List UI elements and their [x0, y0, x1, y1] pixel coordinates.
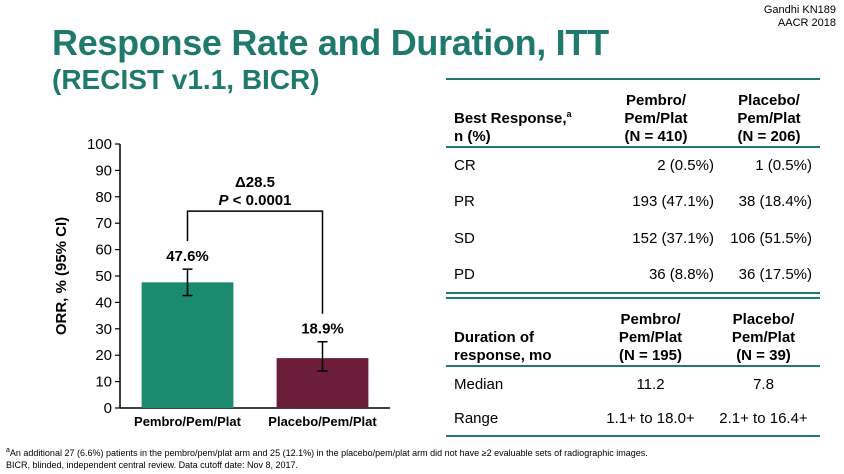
- y-tick-label: 90: [95, 162, 112, 179]
- placebo-value: 106 (51.5%): [730, 229, 812, 247]
- header-duration: Duration of response, mo: [454, 329, 552, 364]
- bracket-line: [186, 210, 324, 314]
- y-tick-label: 40: [95, 294, 112, 311]
- row-label: SD: [454, 229, 475, 247]
- footnote-line-1: aAn additional 27 (6.6%) patients in the…: [6, 447, 648, 458]
- slide-subtitle: (RECIST v1.1, BICR): [52, 64, 320, 95]
- pembro-value: 2 (0.5%): [657, 157, 714, 175]
- y-axis: 0 10 20 30 40 50 60 70 80 90 100: [87, 136, 390, 417]
- orr-bar-chart: 0 10 20 30 40 50 60 70 80 90 100 47.6% Pembro/Pem/P…: [53, 136, 390, 429]
- p-value-label: P < 0.0001: [219, 192, 292, 209]
- y-tick-label: 60: [95, 242, 112, 259]
- placebo-value: 2.1+ to 16.4+: [719, 409, 808, 427]
- placebo-value: 38 (18.4%): [738, 193, 812, 211]
- table-row: CR 2 (0.5%) 1 (0.5%): [446, 147, 820, 184]
- row-label: Range: [454, 409, 499, 427]
- row-label: PD: [454, 265, 475, 283]
- significance-annotation: Δ28.5P < 0.0001: [186, 174, 324, 314]
- table-header-row: Best Response,a n (%) Pembro/ Pem/Plat (…: [446, 79, 820, 147]
- y-tick-label: 100: [87, 136, 112, 153]
- header-best-response: Best Response,a n (%): [454, 109, 572, 145]
- pembro-value: 1.1+ to 18.0+: [606, 409, 695, 427]
- placebo-value: 36 (17.5%): [738, 265, 812, 283]
- placebo-value: 1 (0.5%): [755, 157, 812, 175]
- placebo-value: 7.8: [753, 375, 774, 393]
- header-pembro: Pembro/ Pem/Plat (N = 410): [624, 92, 688, 145]
- source-citation: Gandhi KN189 AACR 2018: [764, 4, 836, 30]
- footnote-line-2: BICR, blinded, independent central revie…: [6, 460, 299, 470]
- source-line-1: Gandhi KN189: [763, 4, 836, 16]
- bar: [141, 282, 234, 408]
- y-tick-label: 0: [104, 400, 112, 417]
- row-label: PR: [454, 193, 475, 211]
- duration-table: Duration of response, mo Pembro/ Pem/Pla…: [446, 297, 820, 437]
- row-label: Median: [454, 375, 504, 393]
- x-tick-label: Placebo/Pem/Plat: [268, 414, 377, 429]
- slide-title: Response Rate and Duration, ITT: [52, 22, 609, 63]
- table-row: Range 1.1+ to 18.0+ 2.1+ to 16.4+: [446, 401, 820, 436]
- x-tick-label: Pembro/Pem/Plat: [134, 414, 242, 429]
- pembro-value: 193 (47.1%): [632, 193, 714, 211]
- footnote: aAn additional 27 (6.6%) patients in the…: [6, 445, 648, 471]
- pembro-value: 152 (37.1%): [632, 229, 714, 247]
- value-label: 18.9%: [301, 321, 344, 338]
- y-tick-label: 20: [95, 347, 112, 364]
- table-row: PD 36 (8.8%) 36 (17.5%): [446, 257, 820, 294]
- header-placebo: Placebo/ Pem/Plat (N = 206): [737, 92, 801, 145]
- delta-label: Δ28.5: [235, 174, 275, 191]
- table-row: SD 152 (37.1%) 106 (51.5%): [446, 220, 820, 257]
- pembro-value: 11.2: [636, 375, 665, 393]
- y-tick-label: 50: [95, 268, 112, 285]
- value-label: 47.6%: [166, 248, 209, 265]
- header-placebo: Placebo/ Pem/Plat (N = 39): [731, 311, 796, 364]
- y-axis-label: ORR, % (95% CI): [53, 217, 70, 335]
- y-tick-label: 80: [95, 189, 112, 206]
- source-line-2: AACR 2018: [777, 17, 836, 29]
- header-pembro: Pembro/ Pem/Plat (N = 195): [618, 311, 683, 364]
- best-response-table: Best Response,a n (%) Pembro/ Pem/Plat (…: [446, 78, 820, 294]
- pembro-value: 36 (8.8%): [648, 265, 714, 283]
- y-tick-label: 30: [95, 321, 112, 338]
- y-tick-label: 70: [95, 215, 112, 232]
- table-row: PR 193 (47.1%) 38 (18.4%): [446, 184, 820, 221]
- y-tick-label: 10: [95, 374, 112, 391]
- table-header-row: Duration of response, mo Pembro/ Pem/Pla…: [446, 298, 820, 366]
- table-row: Median 11.2 7.8: [446, 366, 820, 401]
- bars: 47.6% Pembro/Pem/Plat 18.9% Placebo/Pem/Pla…: [134, 248, 377, 429]
- row-label: CR: [454, 157, 476, 175]
